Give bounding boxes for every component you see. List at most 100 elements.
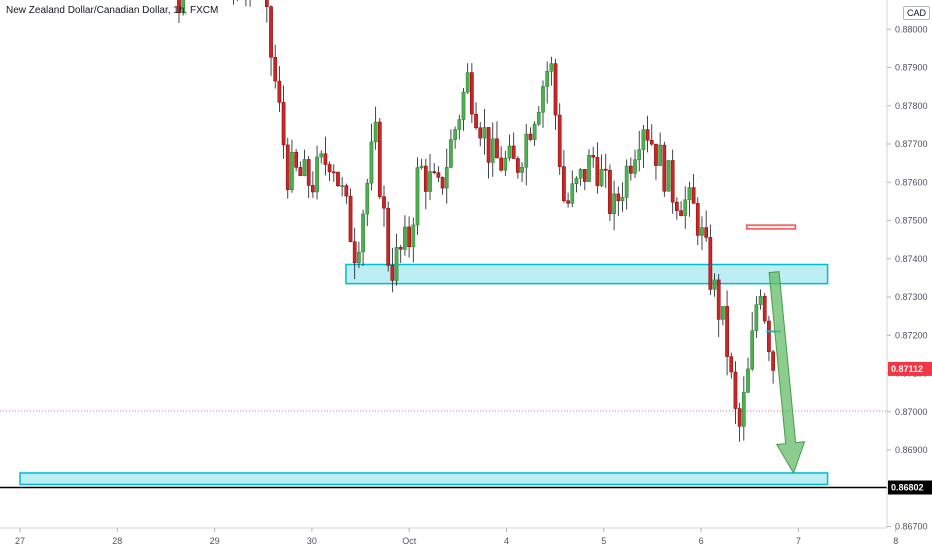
candle-body bbox=[281, 102, 286, 146]
y-tick-label: 0.87800 bbox=[895, 101, 928, 111]
price-axis[interactable]: 0.867000.868000.869000.870000.871000.872… bbox=[887, 0, 928, 532]
candle-body bbox=[315, 156, 319, 193]
x-tick-label: 4 bbox=[504, 536, 509, 546]
candle-body bbox=[415, 167, 420, 226]
red-target-marker bbox=[746, 224, 797, 230]
current-price-tag-bg bbox=[888, 361, 932, 376]
candle-body bbox=[608, 170, 612, 214]
level-price-tag: 0.86802 bbox=[891, 483, 924, 493]
candle-body bbox=[570, 183, 575, 204]
candle-body bbox=[700, 227, 704, 236]
candle-body bbox=[725, 306, 729, 357]
candle-body bbox=[357, 251, 361, 264]
x-tick-label: 7 bbox=[796, 536, 801, 546]
y-tick-label: 0.87600 bbox=[895, 177, 928, 187]
candle-body bbox=[532, 123, 537, 140]
candle-body bbox=[741, 392, 746, 427]
current-price-tag: 0.87112 bbox=[891, 364, 923, 374]
candle-body bbox=[658, 144, 662, 166]
candle-body bbox=[582, 169, 587, 182]
x-tick-label: 30 bbox=[307, 536, 317, 546]
candle-body bbox=[641, 129, 646, 150]
candle-body bbox=[771, 351, 775, 371]
candle-body bbox=[503, 157, 508, 171]
candle-body bbox=[545, 71, 550, 87]
candle-body bbox=[695, 203, 700, 236]
candle-body bbox=[265, 0, 269, 7]
candle-body bbox=[444, 167, 449, 189]
candle-body bbox=[520, 167, 524, 173]
down-arrow bbox=[768, 271, 806, 475]
x-tick-label: 29 bbox=[210, 536, 220, 546]
candle-body bbox=[624, 165, 629, 198]
candle-body bbox=[578, 169, 583, 179]
candle-body bbox=[616, 193, 621, 202]
candle-body bbox=[490, 138, 495, 163]
candle-body bbox=[294, 151, 298, 168]
candle-body bbox=[495, 138, 499, 159]
candle-body bbox=[729, 356, 734, 373]
candle-body bbox=[336, 171, 340, 187]
y-tick-label: 0.86700 bbox=[895, 522, 928, 532]
y-tick-label: 0.87700 bbox=[895, 139, 928, 149]
candle-body bbox=[340, 185, 345, 187]
y-tick-label: 0.88000 bbox=[895, 24, 928, 34]
candle-body bbox=[428, 171, 432, 192]
candle-body bbox=[599, 168, 604, 186]
candle-body bbox=[557, 114, 562, 167]
candle-body bbox=[591, 155, 596, 158]
candle-body bbox=[603, 168, 608, 171]
level-price-tag-bg bbox=[888, 480, 932, 495]
candle-body bbox=[461, 91, 466, 120]
candle-body bbox=[470, 72, 474, 115]
y-tick-label: 0.87000 bbox=[895, 407, 928, 417]
candle-body bbox=[482, 127, 487, 139]
candle-body bbox=[348, 195, 353, 242]
currency-badge[interactable]: CAD bbox=[903, 6, 931, 20]
candle-body bbox=[423, 165, 428, 192]
candle-body bbox=[750, 330, 755, 370]
candle-body bbox=[457, 119, 462, 130]
y-tick-label: 0.87200 bbox=[895, 330, 928, 340]
candle-body bbox=[746, 368, 750, 393]
candle-body bbox=[675, 201, 679, 211]
candle-body bbox=[465, 72, 470, 93]
candle-body bbox=[528, 133, 533, 140]
candle-body bbox=[386, 207, 391, 266]
time-axis[interactable]: 27 28 29 30 Oct 4 5 6 7 8 bbox=[15, 528, 898, 546]
candles-layer bbox=[177, 0, 775, 442]
candle-body bbox=[394, 247, 399, 281]
candle-body bbox=[716, 279, 721, 320]
x-tick-label: 6 bbox=[699, 536, 704, 546]
price-tags: 0.87112 0.86802 bbox=[888, 361, 932, 495]
candle-body bbox=[390, 265, 395, 281]
candle-body bbox=[373, 121, 378, 143]
candle-body bbox=[721, 306, 725, 320]
candle-body bbox=[290, 151, 294, 190]
candle-body bbox=[541, 86, 545, 113]
candle-body bbox=[566, 200, 570, 204]
candle-body bbox=[553, 63, 558, 116]
candle-body bbox=[649, 140, 654, 145]
candle-body bbox=[645, 129, 650, 141]
candle-body bbox=[683, 199, 688, 216]
candle-body bbox=[733, 371, 738, 409]
candle-body bbox=[691, 187, 696, 204]
candle-body bbox=[536, 112, 541, 125]
candle-body bbox=[574, 177, 579, 184]
candle-body bbox=[377, 121, 382, 197]
candle-body bbox=[302, 159, 307, 176]
candle-body bbox=[403, 226, 407, 250]
x-tick-label: 8 bbox=[893, 536, 898, 546]
candle-body bbox=[365, 182, 370, 215]
candle-body bbox=[319, 153, 324, 158]
candle-body bbox=[327, 164, 332, 173]
candle-body bbox=[516, 158, 520, 173]
x-tick-label: 28 bbox=[112, 536, 122, 546]
candle-body bbox=[737, 408, 742, 427]
y-tick-label: 0.87300 bbox=[895, 292, 928, 302]
candle-body bbox=[453, 129, 457, 140]
candle-body bbox=[398, 247, 403, 250]
candle-body bbox=[486, 127, 491, 163]
